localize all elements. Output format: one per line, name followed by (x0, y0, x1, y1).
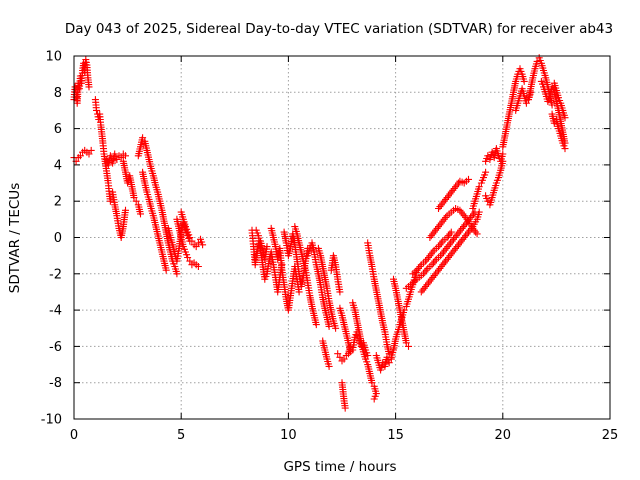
data-point (186, 257, 194, 265)
data-point (295, 288, 303, 296)
data-point (522, 99, 530, 107)
data-point (85, 83, 93, 91)
data-point (561, 114, 569, 122)
data-point (199, 241, 207, 249)
data-point (188, 237, 196, 245)
data-point (184, 254, 192, 261)
y-tick-label: 4 (54, 158, 62, 173)
data-point (484, 152, 492, 160)
y-tick-label: -4 (49, 304, 62, 319)
data-point (447, 228, 455, 236)
data-point (473, 230, 481, 238)
data-point (137, 210, 144, 218)
data-point (405, 342, 412, 350)
y-axis-label: SDTVAR / TECUs (7, 183, 23, 293)
data-point (173, 270, 181, 278)
data-point (533, 57, 541, 65)
data-point (263, 243, 271, 251)
y-tick-label: -2 (49, 267, 62, 282)
data-point (341, 404, 349, 412)
data-point (561, 145, 569, 153)
data-point (340, 355, 348, 363)
x-tick-label: 10 (280, 428, 297, 443)
data-point (370, 395, 378, 403)
data-point (194, 263, 202, 270)
data-point (122, 152, 129, 160)
data-point (385, 359, 393, 367)
data-point (400, 306, 408, 314)
data-point (336, 288, 344, 296)
data-point (548, 101, 556, 109)
data-point (162, 266, 170, 274)
y-tick-label: 8 (54, 86, 62, 101)
data-point (336, 353, 344, 361)
data-point (368, 379, 376, 387)
data-point (132, 197, 140, 205)
data-point (475, 183, 483, 191)
data-point (192, 243, 200, 251)
data-point (484, 197, 492, 205)
grid-lines (74, 56, 610, 419)
y-tick-label: 2 (54, 195, 62, 210)
data-point (387, 355, 395, 363)
data-point (186, 234, 194, 241)
data-point (334, 350, 342, 358)
data-point (325, 362, 333, 370)
data-point (85, 150, 93, 158)
data-point (93, 106, 100, 114)
data-point (122, 206, 129, 214)
y-tick-label: 0 (54, 231, 62, 246)
data-point (402, 339, 410, 347)
x-tick-label: 15 (387, 428, 404, 443)
data-point (325, 322, 333, 330)
data-point (106, 197, 114, 205)
y-tick-label: 6 (54, 122, 62, 137)
data-point (475, 208, 483, 216)
data-point (117, 154, 125, 162)
y-tick-label: -6 (49, 340, 62, 355)
data-point (332, 324, 340, 332)
x-axis-label: GPS time / hours (283, 459, 396, 475)
y-tick-label: -8 (49, 376, 62, 391)
data-point (520, 77, 528, 85)
data-point (194, 239, 202, 247)
data-point (113, 156, 121, 163)
y-tick-label: -10 (41, 413, 62, 428)
data-point (482, 168, 490, 176)
data-point (465, 175, 472, 183)
y-tick-label: 10 (45, 50, 62, 65)
data-point (76, 152, 84, 160)
chart-title: Day 043 of 2025, Sidereal Day-to-day VTE… (65, 21, 613, 37)
x-tick-label: 5 (177, 428, 185, 443)
data-point (130, 194, 138, 202)
data-points (70, 54, 569, 412)
data-point (139, 134, 147, 142)
x-tick-label: 20 (495, 428, 512, 443)
data-point (312, 321, 320, 329)
x-tick-label: 25 (602, 428, 619, 443)
data-point (499, 150, 507, 158)
data-point (87, 146, 95, 154)
x-tick-label: 0 (70, 428, 78, 443)
plot-frame (73, 55, 611, 420)
